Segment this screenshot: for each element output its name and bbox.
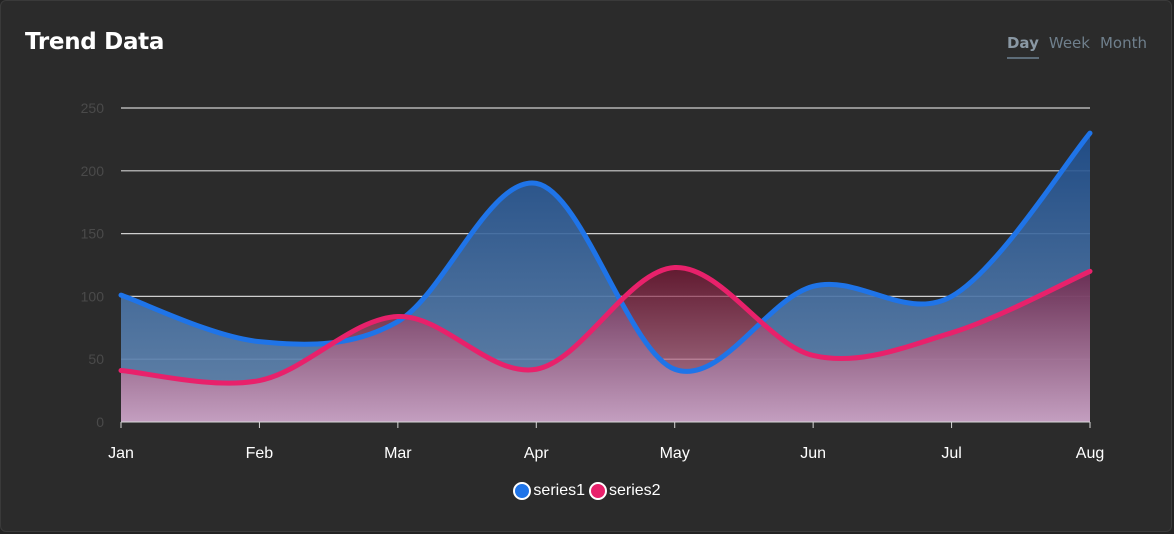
point-series2[interactable] [949, 330, 955, 336]
point-series1[interactable] [533, 180, 539, 186]
legend-label-series2: series2 [609, 482, 661, 500]
x-tick-label: Jun [800, 445, 826, 462]
y-tick-label: 100 [81, 288, 105, 304]
point-series1[interactable] [949, 293, 955, 299]
point-series1[interactable] [118, 292, 124, 298]
x-tick-label: Jan [108, 445, 134, 462]
point-series2[interactable] [810, 352, 816, 358]
legend-item-series1[interactable]: series1 [513, 482, 585, 500]
point-series1[interactable] [672, 366, 678, 372]
y-tick-label: 200 [81, 163, 105, 179]
x-tick-label: Apr [524, 445, 550, 462]
x-tick-label: May [660, 445, 690, 462]
point-series1[interactable] [256, 339, 262, 345]
point-series2[interactable] [1087, 268, 1093, 274]
y-tick-label: 150 [81, 226, 105, 242]
point-series1[interactable] [810, 283, 816, 289]
legend-swatch-series1 [513, 482, 531, 500]
point-series2[interactable] [533, 366, 539, 372]
point-series2[interactable] [118, 368, 124, 374]
y-tick-label: 50 [88, 351, 104, 367]
legend: series1 series2 [0, 482, 1174, 500]
x-tick-label: Jul [941, 445, 961, 462]
x-tick-label: Feb [246, 445, 274, 462]
x-tick-label: Aug [1076, 445, 1104, 462]
point-series2[interactable] [395, 313, 401, 319]
y-tick-label: 0 [96, 414, 104, 430]
y-tick-label: 250 [81, 100, 105, 116]
x-tick-label: Mar [384, 445, 412, 462]
point-series2[interactable] [256, 378, 262, 384]
point-series1[interactable] [1087, 130, 1093, 136]
point-series2[interactable] [672, 265, 678, 271]
legend-swatch-series2 [589, 482, 607, 500]
legend-label-series1: series1 [533, 482, 585, 500]
legend-item-series2[interactable]: series2 [589, 482, 661, 500]
